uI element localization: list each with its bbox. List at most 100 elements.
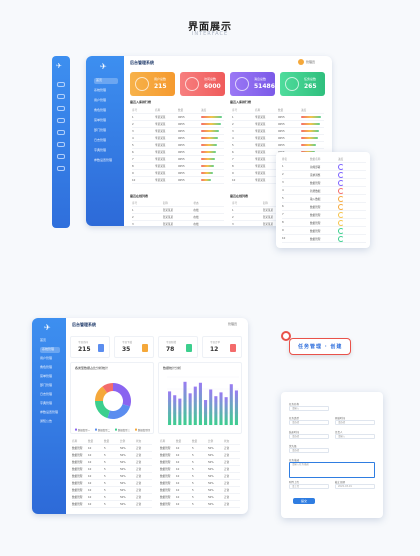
menu2-item-6[interactable]: 日志管理: [40, 392, 53, 396]
menu-item-7[interactable]: 字典管理: [94, 148, 107, 152]
card-tasks[interactable]: 任务总数 265: [280, 72, 325, 96]
user-name-2[interactable]: 管理员: [228, 322, 238, 326]
stat-2[interactable]: 今日新增 78: [158, 336, 198, 358]
menu-item-3[interactable]: 角色管理: [94, 108, 107, 112]
table-row[interactable]: 5 输入数据: [282, 195, 366, 203]
priority-select[interactable]: 请选择: [289, 448, 329, 453]
table-row[interactable]: 数据管理 10 5 50% 正常: [160, 459, 240, 466]
menu2-item-8[interactable]: 参数设置管理: [40, 410, 59, 414]
table-row[interactable]: 数据管理 10 5 50% 正常: [72, 466, 152, 473]
row-cell: 50%: [120, 474, 126, 478]
stat-1[interactable]: 今日下载 35: [114, 336, 154, 358]
card-messages[interactable]: 消息总数 51486: [230, 72, 275, 96]
owner-input[interactable]: 请输入: [335, 434, 375, 439]
deadline-input[interactable]: 2020-03-01: [335, 484, 375, 489]
table-row[interactable]: 数据管理 10 5 50% 正常: [160, 466, 240, 473]
menu2-item-7[interactable]: 字典管理: [40, 401, 53, 405]
menu2-item-2[interactable]: 用户管理: [40, 356, 53, 360]
table-row[interactable]: 数据管理 10 5 50% 正常: [72, 480, 152, 487]
user-name[interactable]: 管理员: [306, 60, 316, 64]
table-row[interactable]: 7 李某某某 0055: [132, 156, 224, 163]
table-row[interactable]: 9 李某某某 0055: [132, 170, 224, 177]
menu-icon[interactable]: [57, 130, 65, 135]
table-row[interactable]: 数据管理 10 5 50% 正常: [72, 487, 152, 494]
user-icon[interactable]: [57, 106, 65, 111]
task-name-input[interactable]: 请输入: [289, 406, 329, 411]
gear-icon[interactable]: [57, 94, 65, 99]
menu-item-8[interactable]: 参数设置管理: [94, 158, 113, 162]
table-row[interactable]: 6 李某某某 0055: [132, 149, 224, 156]
stat-3[interactable]: 今日订单 12: [202, 336, 242, 358]
table-row[interactable]: 10 李某某某 0055: [132, 177, 224, 184]
table-row[interactable]: 7 数据管理: [282, 211, 366, 219]
table-row[interactable]: 数据管理 10 5 50% 正常: [72, 459, 152, 466]
menu2-item-0[interactable]: 首页: [40, 338, 47, 342]
table-row[interactable]: 数据管理 10 5 50% 正常: [72, 445, 152, 452]
table-row[interactable]: 2 张某某某 在线: [132, 214, 224, 221]
table-row[interactable]: 9 数据管理: [282, 227, 366, 235]
table-row[interactable]: 3 数据管理: [282, 179, 366, 187]
table-row[interactable]: 1 李某某某 0055: [132, 114, 224, 121]
menu-item-1[interactable]: 系统管理: [94, 88, 107, 92]
card-users[interactable]: 用户总数 215: [130, 72, 175, 96]
table-row[interactable]: 数据管理 10 5 50% 正常: [160, 473, 240, 480]
stat-0[interactable]: 今日访问 215: [70, 336, 110, 358]
description-textarea[interactable]: 请输入任务描述: [289, 462, 375, 478]
table-row[interactable]: 3 张某某某 在线: [132, 221, 224, 227]
column-header: 序号: [132, 202, 138, 205]
menu-item-6[interactable]: 日志管理: [94, 138, 107, 142]
table-row[interactable]: 6 数据管理: [282, 203, 366, 211]
menu-item-2[interactable]: 用户管理: [94, 98, 107, 102]
dict-icon[interactable]: [57, 166, 65, 171]
table-row[interactable]: 数据管理 10 5 50% 正常: [160, 487, 240, 494]
table-row[interactable]: 4 李某某某 0055: [132, 135, 224, 142]
table-row[interactable]: 3 李某某某 0055: [232, 128, 324, 135]
table-row[interactable]: 数据管理 10 5 50% 正常: [160, 445, 240, 452]
table-row[interactable]: 4 新增数据: [282, 187, 366, 195]
table-row[interactable]: 数据管理 10 5 50% 正常: [160, 452, 240, 459]
table-row[interactable]: 1 前端部署: [282, 163, 366, 171]
row-number: 2: [232, 122, 234, 126]
table-row[interactable]: 2 李某某某 0055: [232, 121, 324, 128]
avatar[interactable]: [298, 59, 304, 65]
home-icon[interactable]: [57, 82, 65, 87]
table-row[interactable]: 数据管理 10 5 50% 正常: [72, 452, 152, 459]
submit-button[interactable]: 提交: [293, 498, 315, 504]
end-time-select[interactable]: 请选择: [289, 434, 329, 439]
menu2-item-3[interactable]: 角色管理: [40, 365, 53, 369]
row-count: 0055: [178, 122, 185, 126]
table-row[interactable]: 2 需求调整: [282, 171, 366, 179]
table-row[interactable]: 2 李某某某 0055: [132, 121, 224, 128]
table-row[interactable]: 8 李某某某 0055: [132, 163, 224, 170]
table-row[interactable]: 10 数据管理: [282, 235, 366, 243]
table-row[interactable]: 数据管理 10 5 50% 正常: [160, 501, 240, 508]
dept-icon[interactable]: [57, 142, 65, 147]
log-icon[interactable]: [57, 154, 65, 159]
progress-ring-cell: [338, 163, 366, 170]
table-row[interactable]: 数据管理 10 5 50% 正常: [160, 480, 240, 487]
table-row[interactable]: 数据管理 10 5 50% 正常: [72, 494, 152, 501]
table-row[interactable]: 数据管理 10 5 50% 正常: [72, 473, 152, 480]
menu2-item-4[interactable]: 菜单管理: [40, 374, 53, 378]
menu-item-0[interactable]: 首页: [94, 78, 118, 84]
start-time-select[interactable]: 请选择: [335, 420, 375, 425]
table-row[interactable]: 5 李某某某 0055: [132, 142, 224, 149]
menu-item-4[interactable]: 菜单管理: [94, 118, 107, 122]
role-icon[interactable]: [57, 118, 65, 123]
table-row[interactable]: 1 李某某某 0055: [232, 114, 324, 121]
table-row[interactable]: 5 李某某某 0055: [232, 142, 324, 149]
table-row[interactable]: 8 数据管理: [282, 219, 366, 227]
row-name: 李某某某: [255, 144, 266, 147]
table-row[interactable]: 数据管理 10 5 50% 正常: [160, 494, 240, 501]
table-row[interactable]: 3 李某某某 0055: [132, 128, 224, 135]
table-row[interactable]: 4 李某某某 0055: [232, 135, 324, 142]
menu2-item-9[interactable]: 通知公告: [40, 419, 53, 423]
table-row[interactable]: 数据管理 10 5 50% 正常: [72, 501, 152, 508]
menu-item-5[interactable]: 部门管理: [94, 128, 107, 132]
table-row[interactable]: 1 张某某某 在线: [132, 207, 224, 214]
menu2-item-1[interactable]: 系统管理: [40, 347, 60, 353]
card-visits[interactable]: 访问总数 6000: [180, 72, 225, 96]
upload-input[interactable]: 请上传: [289, 484, 329, 489]
task-type-select[interactable]: 请选择: [289, 420, 329, 425]
menu2-item-5[interactable]: 部门管理: [40, 383, 53, 387]
